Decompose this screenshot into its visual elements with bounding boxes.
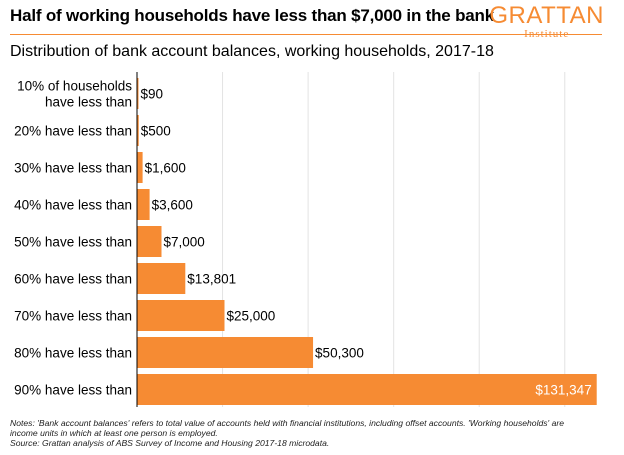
chart-title: Half of working households have less tha… (10, 6, 494, 25)
category-label: 60% have less than (14, 272, 132, 287)
chart-notes: Notes: 'Bank account balances' refers to… (10, 418, 570, 448)
bar (137, 226, 162, 257)
category-label: 90% have less than (14, 383, 132, 398)
bar (137, 337, 314, 368)
source-text: Source: Grattan analysis of ABS Survey o… (10, 438, 330, 449)
bar (137, 374, 597, 405)
title-divider (10, 34, 602, 35)
bar (137, 78, 139, 109)
data-label: $25,000 (227, 309, 276, 324)
category-label: 40% have less than (14, 198, 132, 213)
category-label: 70% have less than (14, 309, 132, 324)
category-label: 50% have less than (14, 235, 132, 250)
category-label: 80% have less than (14, 346, 132, 361)
bar (137, 115, 139, 146)
data-label: $7,000 (164, 235, 205, 250)
data-label: $13,801 (187, 272, 236, 287)
bar (137, 189, 150, 220)
data-label: $1,600 (145, 161, 186, 176)
data-label: $131,347 (535, 383, 591, 398)
data-label: $3,600 (152, 198, 193, 213)
bar (137, 263, 186, 294)
bar (137, 300, 225, 331)
category-label: 20% have less than (14, 124, 132, 139)
category-label: 10% of households (17, 79, 132, 94)
data-label: $500 (141, 124, 171, 139)
data-label: $50,300 (315, 346, 364, 361)
chart-subtitle: Distribution of bank account balances, w… (10, 43, 494, 60)
logo-main-text: GRATTAN (489, 2, 604, 29)
category-label: 30% have less than (14, 161, 132, 176)
category-label: have less than (45, 95, 132, 110)
notes-text: Notes: 'Bank account balances' refers to… (10, 418, 565, 439)
data-label: $90 (141, 87, 164, 102)
bar (137, 152, 143, 183)
